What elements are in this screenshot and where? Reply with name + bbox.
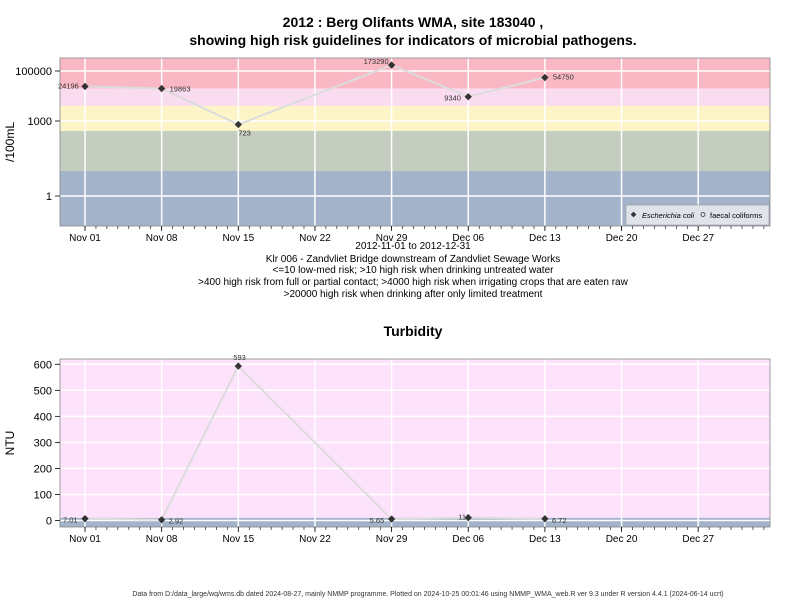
microbial-plot: 100000 1000 1/100mL Nov 01 Nov 08 Nov 15 Nov 2… [3,57,771,244]
turbidity-y-tick-label: 300 [34,437,52,449]
ecoli-point [541,73,549,82]
ecoli-point-label: 19863 [170,85,191,94]
turbidity-point [541,515,549,523]
turbidity-y-tick-label: 0 [46,516,52,528]
turbidity-point [157,516,166,524]
legend-ecoli-label: Escherichia coli [642,211,694,220]
ecoli-point [387,61,396,69]
chart-title-line1: 2012 : Berg Olifants WMA, site 183040 , [283,14,544,30]
footer-note: Data from D:/data_large/wq/wms.db dated … [132,591,723,598]
turbidity-y-tick-label: 400 [34,411,52,423]
micro-x-tick-label: Dec 27 [682,233,714,244]
turbidity-point-label: 593 [233,353,246,362]
turbidity-title: Turbidity [384,323,443,339]
caption-risk-3: >20000 high risk when drinking after onl… [284,289,543,300]
turbidity-point [464,513,472,522]
ecoli-point-label: 24196 [58,81,79,90]
turbidity-point-label: 2.92 [169,517,184,526]
turbidity-x-tick-label: Nov 29 [376,534,408,545]
caption-risk-2: >400 high risk from full or partial cont… [198,277,628,288]
micro-y-tick-label: 1 [46,191,52,203]
risk-band-contact [60,105,770,131]
turbidity-x-tick-label: Dec 27 [682,534,714,545]
legend-box [625,204,770,226]
turbidity-plot-frame [59,358,771,528]
micro-x-tick-label: Dec 13 [529,233,561,244]
turbidity-point [387,515,396,523]
caption-site: Klr 006 - Zandvliet Bridge downstream of… [266,254,560,265]
legend-fc-label: faecal coliforms [710,211,762,220]
turbidity-low-band [60,517,770,527]
ecoli-point [464,93,472,101]
chart-title-line2: showing high risk guidelines for indicat… [189,32,636,48]
turbidity-x-tick-label: Dec 06 [452,534,484,545]
micro-y-tick-label: 100000 [15,66,52,78]
turbidity-x-tick-label: Dec 13 [529,534,561,545]
turbidity-point-label: 6.72 [552,516,567,525]
legend-ecoli-marker [630,211,637,218]
turbidity-point [234,362,242,370]
turbidity-x-tick-label: Dec 20 [606,534,638,545]
turbidity-plot: 600 500 400 300 200 100 0 NTU Nov 01 Nov 08 Nov 15… [3,353,771,545]
risk-band-irrigation [60,88,770,106]
turbidity-x-tick-label: Nov 01 [69,534,101,545]
micro-x-tick-label: Nov 08 [146,233,178,244]
turbidity-series-line [84,364,545,521]
micro-x-tick-label: Dec 06 [452,233,484,244]
turbidity-x-tick-label: Nov 22 [299,534,331,545]
micro-x-tick-label: Nov 01 [69,233,101,244]
micro-y-axis-label: /100mL [3,122,17,162]
turbidity-x-tick-label: Nov 08 [146,534,178,545]
risk-band-drinking [60,130,770,171]
micro-legend: Escherichia coli faecal coliforms [625,204,770,226]
caption-date-range: 2012-11-01 to 2012-12-31 [355,241,471,252]
micro-x-tick-label: Nov 29 [376,233,408,244]
turbidity-y-tick-label: 500 [34,385,52,397]
turbidity-y-tick-label: 200 [34,463,52,475]
micro-x-tick-label: Dec 20 [606,233,638,244]
turbidity-point-label: 5.65 [370,516,385,525]
turbidity-x-tick-label: Nov 15 [222,534,254,545]
turbidity-y-tick-label: 100 [34,489,52,501]
legend-fc-marker [700,212,706,217]
turbidity-point [81,514,89,523]
risk-band-very-high [60,58,770,89]
ecoli-point-label: 173290 [364,57,389,66]
caption-risk-1: <=10 low-med risk; >10 high risk when dr… [273,265,555,276]
turbidity-y-axis-label: NTU [3,431,17,456]
ecoli-point-label: 54750 [553,73,574,82]
micro-x-tick-label: Nov 22 [299,233,331,244]
micro-y-tick-label: 1000 [28,116,52,128]
ecoli-series-line [84,63,546,126]
ecoli-point-label: 9340 [444,94,461,103]
ecoli-point-label: 723 [238,129,251,138]
turbidity-y-tick-label: 600 [34,359,52,371]
ecoli-point [81,82,89,91]
micro-x-tick-label: Nov 15 [222,233,254,244]
turbidity-point-label: 11 [458,513,466,522]
micro-plot-frame [59,57,771,227]
ecoli-point [234,120,242,129]
turbidity-point-label: 7.01 [63,516,78,525]
